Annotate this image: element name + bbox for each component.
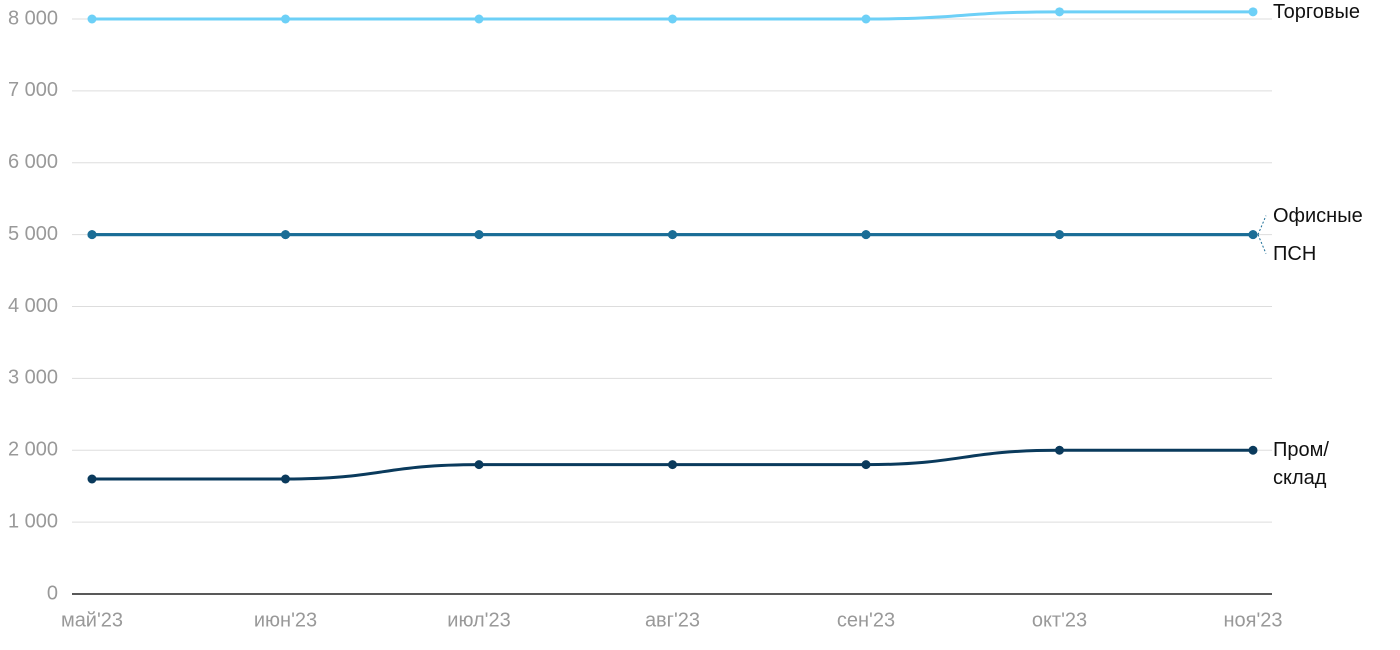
x-tick-label: май'23 (61, 609, 123, 631)
y-tick-label: 5 000 (8, 223, 58, 245)
y-tick-label: 7 000 (8, 79, 58, 101)
y-tick-label: 1 000 (8, 510, 58, 532)
y-tick-label: 3 000 (8, 367, 58, 389)
y-tick-label: 0 (47, 582, 58, 604)
leader-line (1257, 215, 1267, 235)
data-point (668, 230, 677, 240)
y-tick-label: 8 000 (8, 7, 58, 29)
series-label: ПСН (1273, 242, 1317, 265)
data-point (1248, 7, 1258, 17)
x-tick-label: сен'23 (837, 609, 895, 631)
series-label: Пром/ склад (1273, 439, 1329, 490)
data-point (861, 230, 871, 240)
data-point (1248, 230, 1258, 240)
data-point (1055, 7, 1064, 17)
data-point (1055, 445, 1064, 455)
data-point (474, 460, 484, 470)
data-point (281, 14, 290, 24)
data-point (474, 230, 484, 240)
data-point (87, 474, 97, 484)
leader-line (1257, 234, 1267, 254)
y-tick-label: 2 000 (8, 439, 58, 461)
data-point (474, 14, 484, 24)
y-tick-label: 4 000 (8, 295, 58, 317)
x-tick-label: авг'23 (645, 609, 700, 631)
series-label: Офисные (1273, 204, 1363, 227)
x-tick-label: ноя'23 (1223, 609, 1282, 631)
data-point (281, 230, 290, 240)
x-tick-label: июл'23 (447, 609, 510, 631)
y-tick-label: 6 000 (8, 151, 58, 173)
x-tick-label: окт'23 (1032, 609, 1087, 631)
data-point (668, 460, 677, 470)
series-label: Торговые (1273, 0, 1361, 23)
x-tick-label: июн'23 (254, 609, 317, 631)
data-point (1055, 230, 1064, 240)
data-point (861, 460, 871, 470)
data-point (281, 474, 290, 484)
data-point (1248, 445, 1258, 455)
data-point (668, 14, 677, 24)
data-point (87, 230, 97, 240)
data-point (87, 14, 97, 24)
data-point (861, 14, 871, 24)
